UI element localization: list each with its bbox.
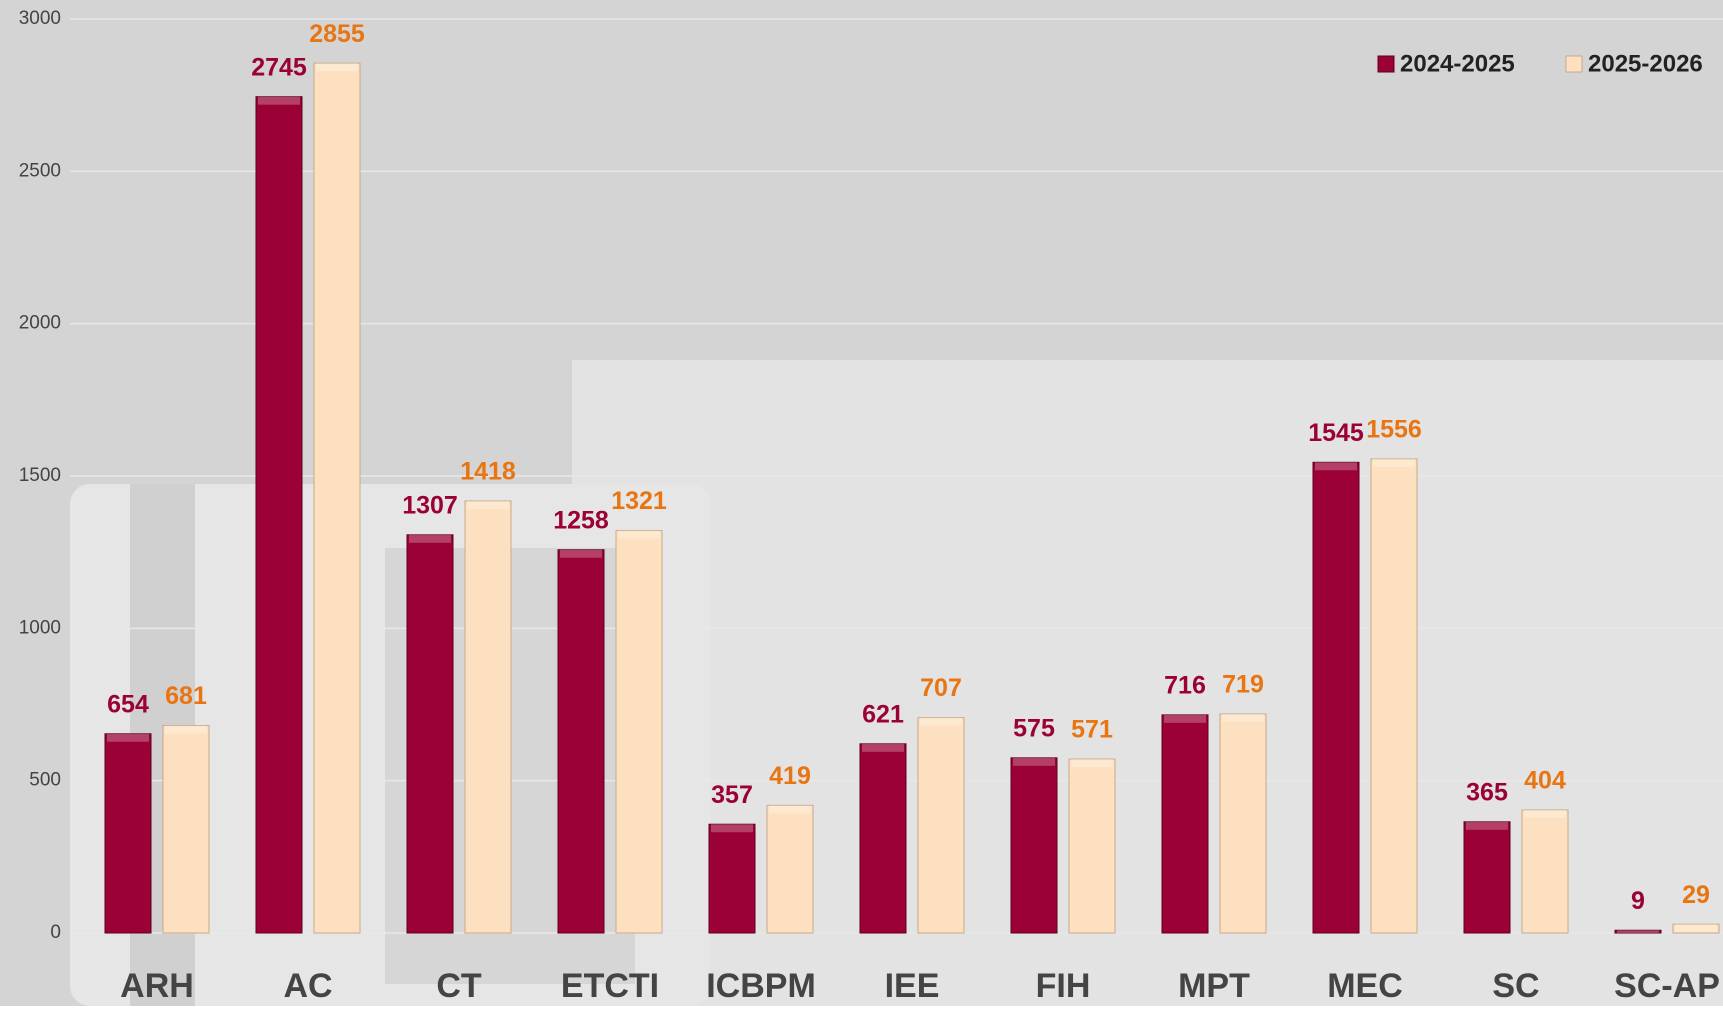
bar xyxy=(406,534,454,934)
bar-bevel xyxy=(769,805,811,814)
data-label: 716 xyxy=(1164,671,1206,699)
bar xyxy=(1672,923,1720,934)
x-tick-label: SC xyxy=(1492,967,1539,1005)
data-label: 2855 xyxy=(309,20,365,48)
data-label: 357 xyxy=(711,781,753,809)
y-tick-label: 1500 xyxy=(19,465,61,486)
bar-bevel xyxy=(1675,924,1717,933)
x-tick-label: ARH xyxy=(120,967,194,1005)
data-label: 1556 xyxy=(1366,416,1422,444)
bar-bevel xyxy=(862,743,904,752)
data-label: 621 xyxy=(862,700,904,728)
data-label: 654 xyxy=(107,690,149,718)
y-tick-label: 1000 xyxy=(19,617,61,638)
bar xyxy=(1010,757,1058,934)
y-tick-label: 2000 xyxy=(19,313,61,334)
x-tick-label: MEC xyxy=(1327,967,1403,1005)
bar-bevel xyxy=(258,96,300,105)
data-label: 571 xyxy=(1071,716,1113,744)
bar xyxy=(1219,713,1267,934)
data-label: 1545 xyxy=(1308,419,1364,447)
bar-bevel xyxy=(711,824,753,833)
bar-bevel xyxy=(1524,809,1566,818)
bar-bevel xyxy=(165,725,207,734)
bar-bevel xyxy=(467,500,509,509)
bar xyxy=(859,743,907,934)
bar xyxy=(557,549,605,934)
bar-bevel xyxy=(1617,930,1659,933)
bar xyxy=(615,530,663,934)
bar xyxy=(464,500,512,934)
x-tick-label: SC-AP xyxy=(1614,967,1720,1005)
bar-bevel xyxy=(560,549,602,558)
bar-bevel xyxy=(1164,714,1206,723)
bar xyxy=(917,717,965,934)
bar-bevel xyxy=(107,733,149,742)
legend-swatch xyxy=(1565,55,1583,73)
data-label: 419 xyxy=(769,762,811,790)
bar xyxy=(1521,809,1569,934)
bar-bevel xyxy=(409,534,451,543)
bar-bevel xyxy=(920,717,962,726)
data-label: 1418 xyxy=(460,458,516,486)
bar xyxy=(766,804,814,934)
bar xyxy=(313,62,361,934)
bar-bevel xyxy=(1466,821,1508,830)
data-label: 2745 xyxy=(251,53,307,81)
data-label: 365 xyxy=(1466,778,1508,806)
bar-bevel xyxy=(316,63,358,72)
data-label: 9 xyxy=(1631,887,1645,915)
data-label: 1258 xyxy=(553,506,609,534)
bar xyxy=(1312,461,1360,934)
y-tick-label: 3000 xyxy=(19,8,61,29)
data-label: 1307 xyxy=(402,491,458,519)
bar xyxy=(1068,758,1116,934)
data-label: 681 xyxy=(165,682,207,710)
data-label: 719 xyxy=(1222,671,1264,699)
bar-bevel xyxy=(1373,458,1415,467)
x-tick-label: ETCTI xyxy=(561,967,659,1005)
legend-swatch xyxy=(1377,55,1395,73)
y-tick-label: 0 xyxy=(50,922,61,943)
y-tick-label: 500 xyxy=(29,770,61,791)
x-tick-label: CT xyxy=(436,967,482,1005)
bar xyxy=(1614,929,1662,934)
bar-bevel xyxy=(1315,462,1357,471)
data-label: 404 xyxy=(1524,767,1566,795)
x-tick-label: FIH xyxy=(1036,967,1091,1005)
data-label: 575 xyxy=(1013,714,1055,742)
x-tick-label: MPT xyxy=(1178,967,1250,1005)
data-label: 29 xyxy=(1682,881,1710,909)
x-tick-label: ICBPM xyxy=(706,967,816,1005)
data-label: 707 xyxy=(920,674,962,702)
legend-label: 2025-2026 xyxy=(1588,50,1703,77)
bar xyxy=(255,96,303,934)
bar-bevel xyxy=(1222,713,1264,722)
bar xyxy=(708,823,756,934)
bar-bevel xyxy=(618,530,660,539)
x-tick-label: AC xyxy=(283,967,332,1005)
y-tick-label: 2500 xyxy=(19,160,61,181)
legend-label: 2024-2025 xyxy=(1400,50,1515,77)
bar xyxy=(1370,458,1418,934)
bar xyxy=(162,725,210,934)
bar xyxy=(1463,821,1511,934)
bar-bevel xyxy=(1013,757,1055,766)
x-tick-label: IEE xyxy=(885,967,940,1005)
bar xyxy=(104,733,152,934)
data-label: 1321 xyxy=(611,487,667,515)
bar-bevel xyxy=(1071,759,1113,768)
bar xyxy=(1161,714,1209,934)
